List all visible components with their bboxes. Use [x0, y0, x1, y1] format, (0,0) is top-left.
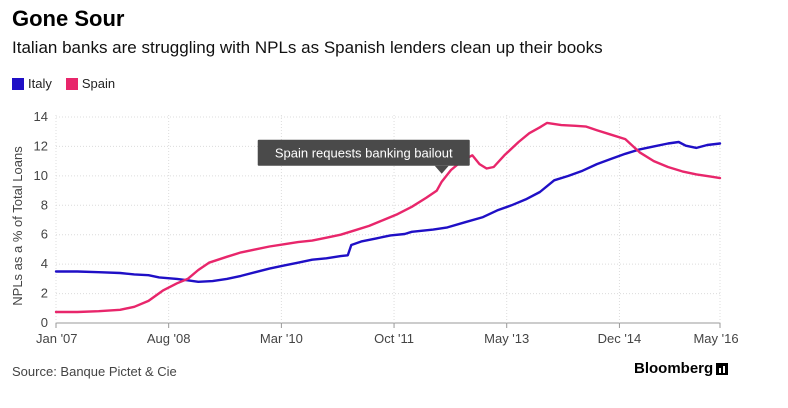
- annotation-text: Spain requests banking bailout: [275, 146, 453, 161]
- x-tick-label: Oct '11: [374, 331, 414, 346]
- legend-item-spain: Spain: [65, 76, 116, 91]
- y-tick-label: 10: [34, 168, 48, 183]
- annotation-box: [257, 139, 470, 166]
- legend-label-spain: Spain: [81, 76, 116, 91]
- x-tick-label: Jan '07: [36, 331, 78, 346]
- x-tick-label: Aug '08: [147, 331, 191, 346]
- series-line-spain: [54, 121, 722, 314]
- series-line-italy: [54, 140, 722, 283]
- x-tick-label: May '16: [693, 331, 738, 346]
- legend-swatch-italy: [12, 77, 24, 90]
- brand-logo: Bloomberg: [634, 360, 729, 377]
- chart-title: Gone Sour: [12, 6, 125, 31]
- source-note: Source: Banque Pictet & Cie: [12, 364, 177, 379]
- chart-subtitle: Italian banks are struggling with NPLs a…: [12, 38, 603, 57]
- x-tick-label: Mar '10: [260, 331, 303, 346]
- annotation-pointer: [434, 165, 449, 174]
- y-tick-label: 2: [41, 286, 48, 301]
- x-tick-label: May '13: [484, 331, 529, 346]
- y-tick-label: 0: [41, 315, 48, 330]
- y-tick-label: 6: [41, 227, 48, 242]
- brand-name: Bloomberg: [634, 360, 714, 377]
- legend-item-italy: Italy: [12, 76, 52, 91]
- x-tick-label: Dec '14: [598, 331, 642, 346]
- y-tick-label: 12: [34, 138, 48, 153]
- legend-label-italy: Italy: [28, 76, 52, 91]
- bloomberg-mark-icon: [716, 362, 729, 375]
- y-tick-label: 8: [41, 197, 48, 212]
- y-tick-label: 4: [41, 256, 48, 271]
- legend-swatch-spain: [65, 77, 78, 90]
- y-axis-label: NPLs as a % of Total Loans: [10, 146, 25, 306]
- y-tick-label: 14: [34, 109, 48, 124]
- chart-legend: Italy Spain: [12, 76, 129, 91]
